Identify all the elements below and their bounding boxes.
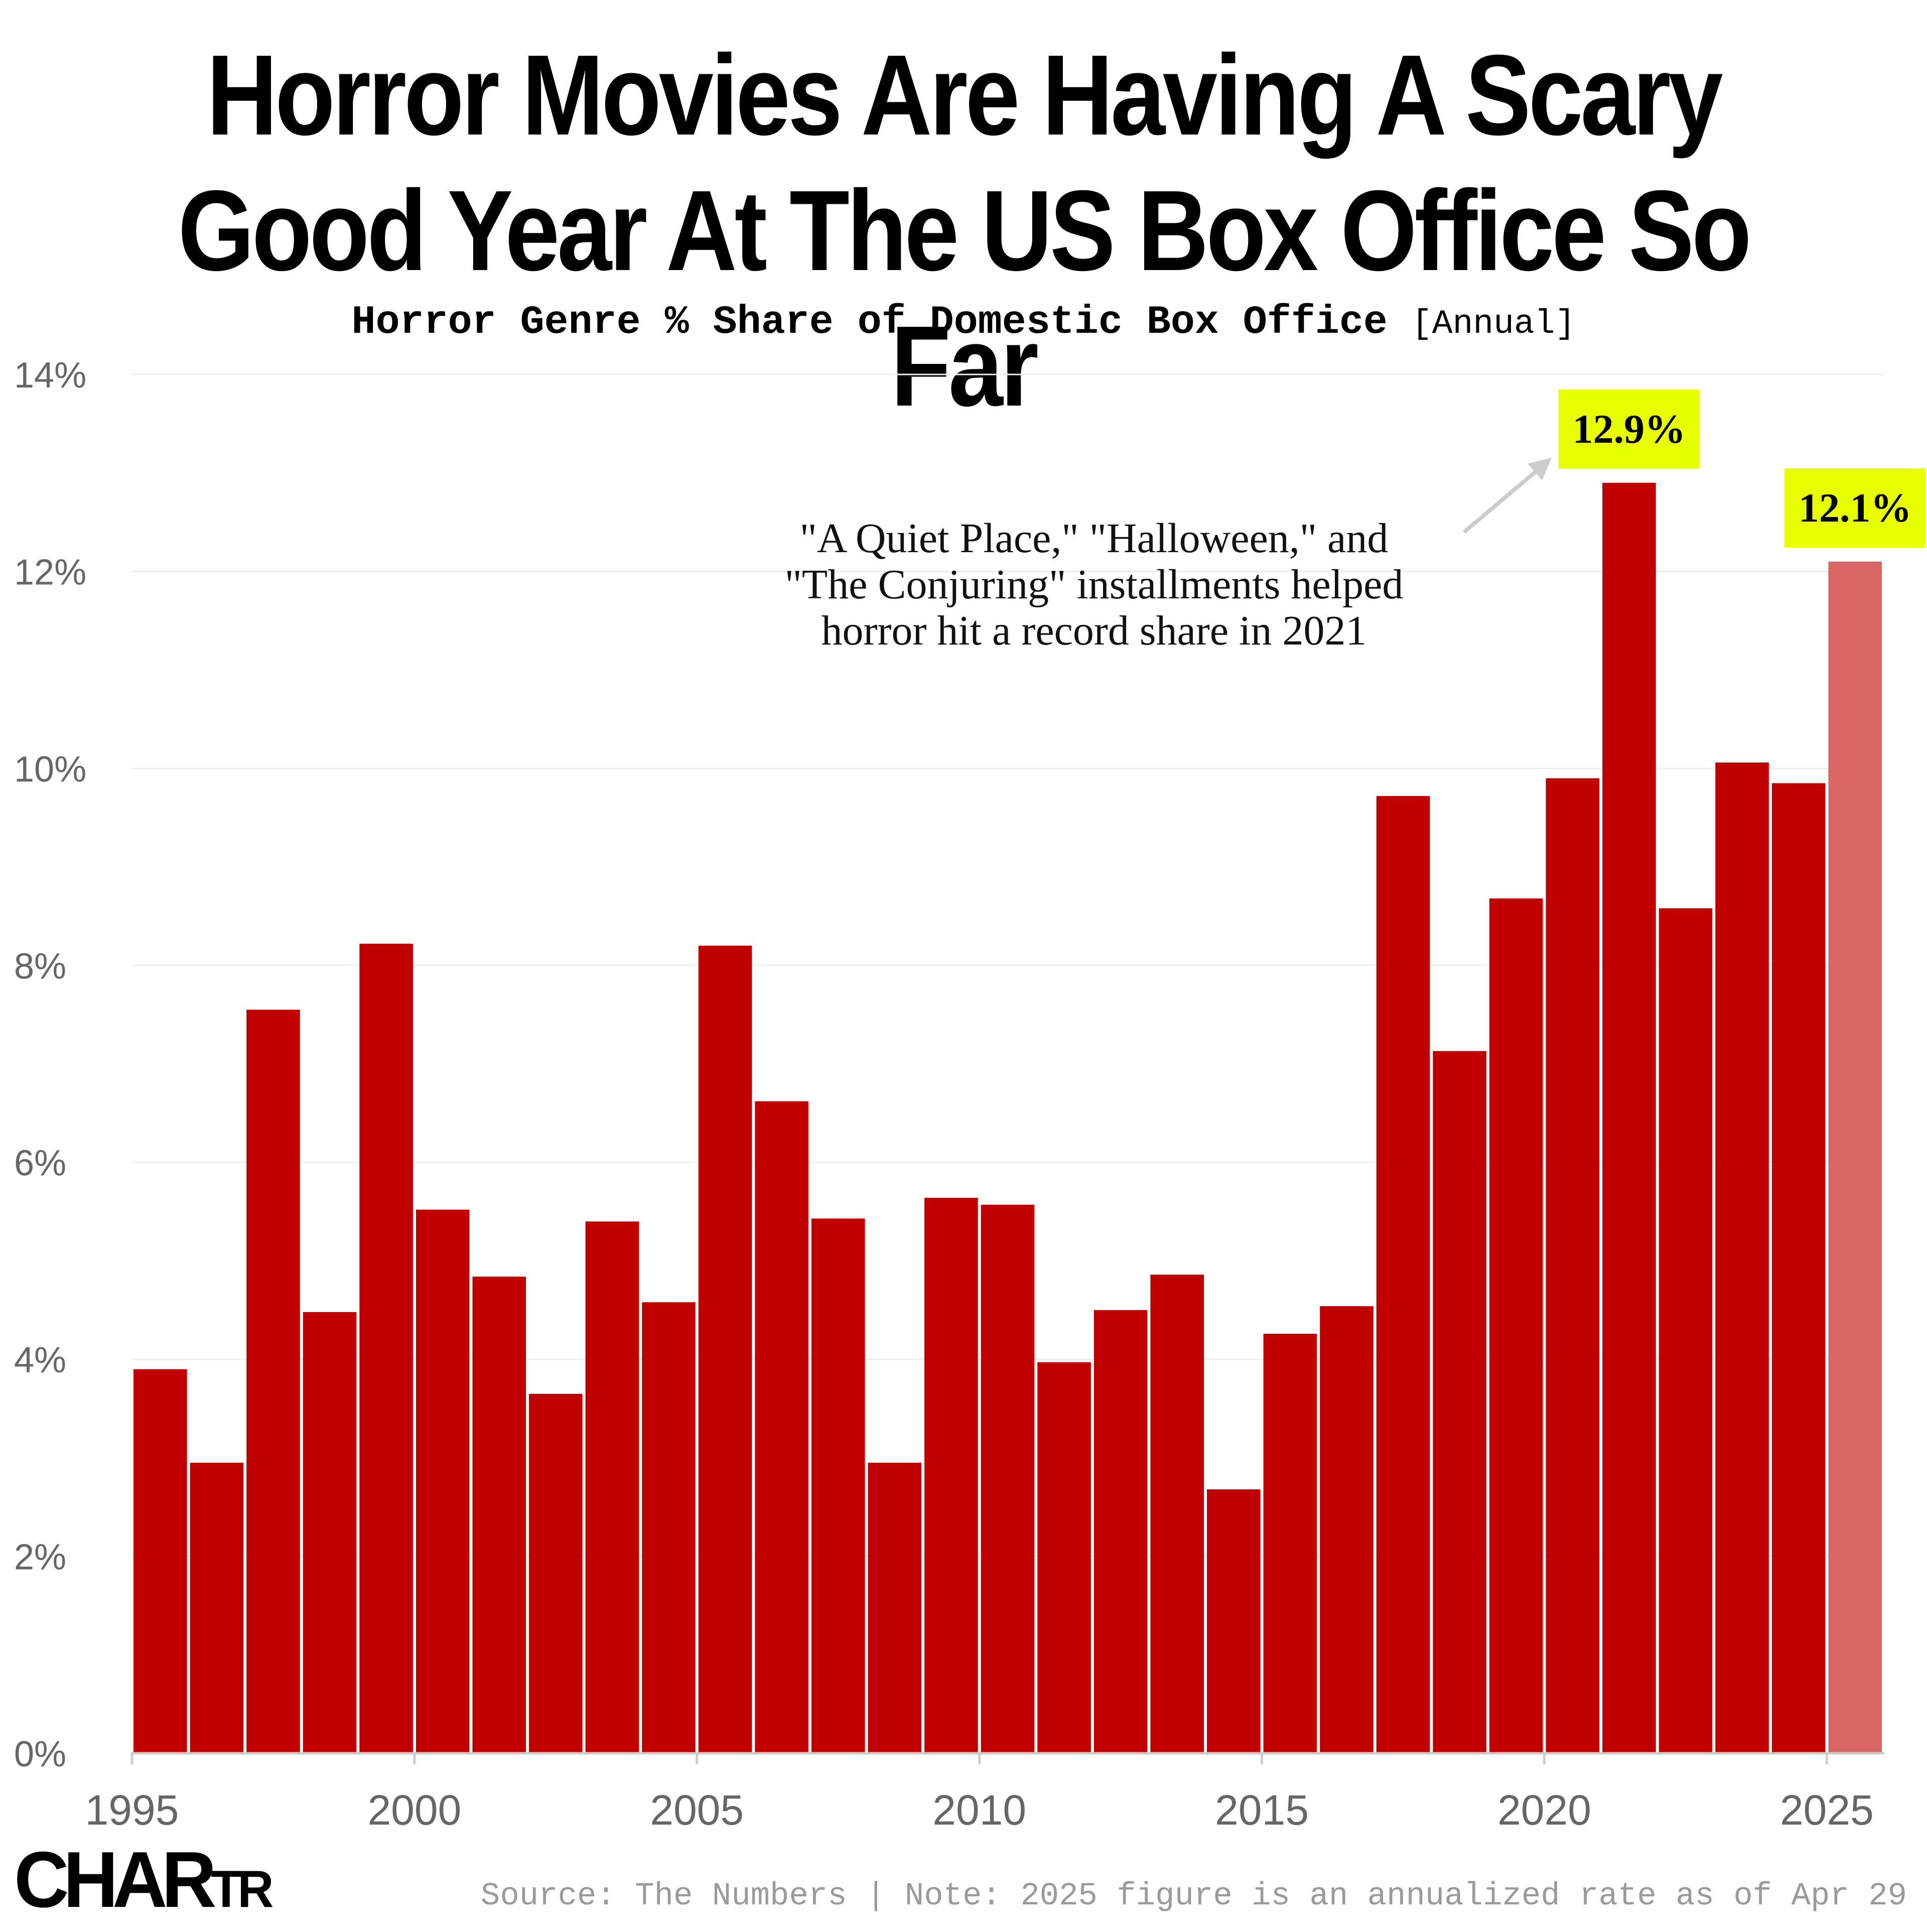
callout-label-2025: 12.1% bbox=[1799, 485, 1912, 531]
bar-2008 bbox=[868, 1463, 922, 1753]
annotation-arrow-shaft bbox=[1463, 460, 1549, 533]
bar-2003 bbox=[585, 1221, 639, 1753]
callout-badge-2021 bbox=[1558, 389, 1700, 469]
x-tick-label: 1995 bbox=[85, 1786, 179, 1834]
bar-2009 bbox=[924, 1198, 978, 1753]
bar-2021 bbox=[1602, 482, 1656, 1753]
y-tick-label: 12% bbox=[14, 552, 86, 592]
bar-2023 bbox=[1715, 762, 1769, 1753]
x-tick-label: 2010 bbox=[932, 1786, 1026, 1834]
source-note: Source: The Numbers | Note: 2025 figure … bbox=[480, 1878, 1907, 1914]
bar-1997 bbox=[246, 1009, 300, 1753]
bar-2019 bbox=[1489, 898, 1543, 1753]
callout-label-2021: 12.9% bbox=[1573, 406, 1686, 452]
bar-2017 bbox=[1376, 796, 1430, 1753]
bar-2024 bbox=[1771, 783, 1826, 1753]
y-tick-label: 0% bbox=[14, 1734, 66, 1774]
x-tick-label: 2005 bbox=[650, 1786, 744, 1834]
bar-2002 bbox=[529, 1393, 583, 1753]
bar-2001 bbox=[472, 1276, 526, 1753]
bar-2004 bbox=[642, 1302, 696, 1753]
bar-2006 bbox=[755, 1101, 808, 1753]
y-tick-label: 2% bbox=[14, 1537, 66, 1578]
annotation-line: horror hit a record share in 2021 bbox=[821, 607, 1367, 654]
bar-2025 bbox=[1828, 561, 1882, 1753]
bar-2016 bbox=[1320, 1306, 1373, 1753]
bar-2011 bbox=[1037, 1362, 1091, 1753]
x-tick-label: 2015 bbox=[1215, 1786, 1309, 1834]
logo-text: CHARTR bbox=[14, 1836, 273, 1924]
bar-2020 bbox=[1546, 778, 1600, 1753]
bar-2015 bbox=[1263, 1334, 1317, 1753]
annotation-line: "A Quiet Place," "Halloween," and bbox=[800, 515, 1389, 562]
x-tick-label: 2000 bbox=[367, 1786, 461, 1834]
chart-title-line-1: Horror Movies Are Having A Scary bbox=[206, 32, 1723, 159]
bar-2014 bbox=[1207, 1489, 1261, 1753]
callout-badge-2025 bbox=[1784, 468, 1926, 548]
y-tick-label: 10% bbox=[14, 749, 86, 790]
bar-1995 bbox=[133, 1369, 187, 1753]
bar-1998 bbox=[303, 1312, 357, 1753]
bar-2012 bbox=[1093, 1310, 1148, 1753]
annotation-arrow-head bbox=[1528, 458, 1552, 481]
bar-2018 bbox=[1433, 1051, 1486, 1753]
y-tick-label: 6% bbox=[14, 1143, 66, 1184]
y-tick-label: 4% bbox=[14, 1340, 66, 1380]
bar-2022 bbox=[1659, 908, 1713, 1753]
bar-2005 bbox=[698, 946, 752, 1753]
bar-1996 bbox=[190, 1463, 244, 1753]
y-tick-label: 8% bbox=[14, 946, 66, 986]
subtitle-note: [Annual] bbox=[1411, 305, 1576, 343]
bar-2010 bbox=[981, 1205, 1035, 1753]
bar-1999 bbox=[359, 944, 413, 1753]
x-tick-label: 2020 bbox=[1497, 1786, 1591, 1834]
bar-2013 bbox=[1150, 1274, 1204, 1753]
x-tick-label: 2025 bbox=[1780, 1786, 1874, 1834]
bar-2007 bbox=[811, 1218, 865, 1753]
chartr-logo: CHARTR bbox=[14, 1836, 273, 1932]
y-tick-label: 14% bbox=[14, 355, 86, 396]
chart-title-line-2: Good Year At The US Box Office So Far bbox=[178, 167, 1751, 430]
chart-subtitle: Horror Genre % Share of Domestic Box Off… bbox=[0, 295, 1927, 352]
subtitle-main: Horror Genre % Share of Domestic Box Off… bbox=[351, 300, 1388, 345]
bar-2000 bbox=[416, 1209, 470, 1753]
annotation-line: "The Conjuring" installments helped bbox=[785, 561, 1404, 608]
